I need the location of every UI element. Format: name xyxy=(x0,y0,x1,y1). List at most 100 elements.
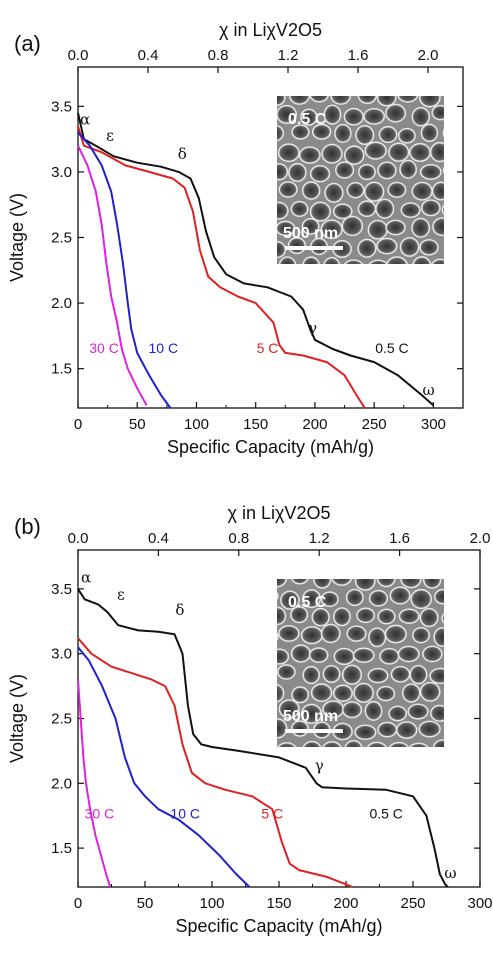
pore-pattern xyxy=(244,550,472,778)
y-tick-label: 3.5 xyxy=(51,581,72,598)
pore xyxy=(288,96,311,105)
pore xyxy=(331,274,351,292)
pore xyxy=(395,721,418,739)
pore xyxy=(277,632,279,641)
x-tick-label: 300 xyxy=(421,416,446,433)
pore xyxy=(411,106,431,127)
pore xyxy=(419,96,441,108)
pore xyxy=(320,219,343,240)
pore xyxy=(412,627,431,644)
pore xyxy=(288,162,307,183)
top-tick-label: 0.8 xyxy=(228,530,249,547)
pore xyxy=(277,96,286,107)
pore xyxy=(429,667,444,685)
pore xyxy=(419,163,442,180)
series-line-30-c xyxy=(77,145,148,406)
curve-label: 5 C xyxy=(261,805,283,821)
y-tick-label: 2.0 xyxy=(51,295,72,312)
pore xyxy=(331,579,353,586)
top-tick-label: 2.0 xyxy=(418,47,439,64)
pore xyxy=(363,181,385,202)
x-tick-label: 0 xyxy=(74,895,82,912)
pore xyxy=(244,686,263,701)
pore xyxy=(421,759,438,778)
pore xyxy=(397,645,420,663)
top-tick-label: 1.2 xyxy=(309,530,330,547)
pore xyxy=(277,742,297,747)
pore xyxy=(302,740,322,747)
pore xyxy=(321,143,343,164)
x-axis-title: Specific Capacity (mAh/g) xyxy=(167,437,374,457)
pore xyxy=(357,96,378,105)
pore xyxy=(291,124,310,140)
pore xyxy=(355,125,375,146)
pore xyxy=(368,259,389,264)
pore xyxy=(441,613,444,624)
pore xyxy=(257,552,277,569)
x-tick-label: 150 xyxy=(266,895,291,912)
scale-bar xyxy=(285,729,343,733)
scale-bar-label: 500 nm xyxy=(283,225,338,242)
pore xyxy=(409,553,430,569)
pore xyxy=(346,181,365,199)
pore xyxy=(388,741,409,747)
pore xyxy=(278,181,298,198)
pore xyxy=(418,720,441,738)
pore xyxy=(246,86,262,105)
y-tick-label: 1.5 xyxy=(51,361,72,378)
y-axis-title: Voltage (V) xyxy=(7,193,27,282)
pore xyxy=(376,237,398,255)
pore xyxy=(345,588,364,607)
pore xyxy=(324,182,344,203)
inset-rate-label: 0.5 C xyxy=(288,594,327,611)
pore xyxy=(455,550,472,567)
pore xyxy=(310,683,333,702)
pore xyxy=(385,219,406,236)
pore xyxy=(420,199,441,217)
pore xyxy=(389,586,411,605)
top-axis-title: χ in LiχV2O5 xyxy=(228,503,331,523)
phase-label: δ xyxy=(178,145,187,163)
y-axis-title: Voltage (V) xyxy=(7,674,27,763)
pore xyxy=(277,579,288,588)
top-tick-label: 0.8 xyxy=(208,47,229,64)
pore xyxy=(258,70,275,85)
pore xyxy=(258,143,275,161)
pore xyxy=(431,104,444,121)
curve-label: 10 C xyxy=(170,805,200,821)
pore xyxy=(313,579,332,589)
pore xyxy=(446,719,462,737)
pore xyxy=(430,704,444,722)
pore xyxy=(399,159,418,179)
x-tick-label: 50 xyxy=(129,416,146,433)
pore xyxy=(255,743,274,760)
pore xyxy=(410,70,429,85)
pore xyxy=(407,703,429,720)
pore xyxy=(302,589,321,609)
series-line-30-c xyxy=(77,679,112,888)
pore xyxy=(384,624,407,644)
pore xyxy=(385,103,407,123)
pore xyxy=(311,607,330,627)
top-tick-label: 0.4 xyxy=(138,47,159,64)
pore xyxy=(244,238,262,255)
pore xyxy=(277,664,296,680)
pore xyxy=(399,237,420,257)
curve-label: 30 C xyxy=(85,805,115,821)
x-tick-label: 200 xyxy=(333,895,358,912)
pore xyxy=(429,141,444,163)
pore xyxy=(377,721,398,738)
panel-a: 0 50 100 150 200 250 300 0.0 0.4 0.8 1.2 1.6 2.0 1.5 2… xyxy=(7,20,464,457)
sem-inset: 0.5 C 500 nm xyxy=(244,550,472,778)
pore xyxy=(290,579,309,585)
pore xyxy=(333,684,353,702)
pore xyxy=(454,668,471,684)
pore xyxy=(247,569,267,583)
pore xyxy=(411,217,431,238)
pore xyxy=(335,161,355,179)
y-tick-label: 2.5 xyxy=(51,230,72,247)
pore xyxy=(420,123,439,143)
x-tick-label: 50 xyxy=(137,895,154,912)
x-tick-label: 200 xyxy=(302,416,327,433)
pore xyxy=(358,760,377,777)
